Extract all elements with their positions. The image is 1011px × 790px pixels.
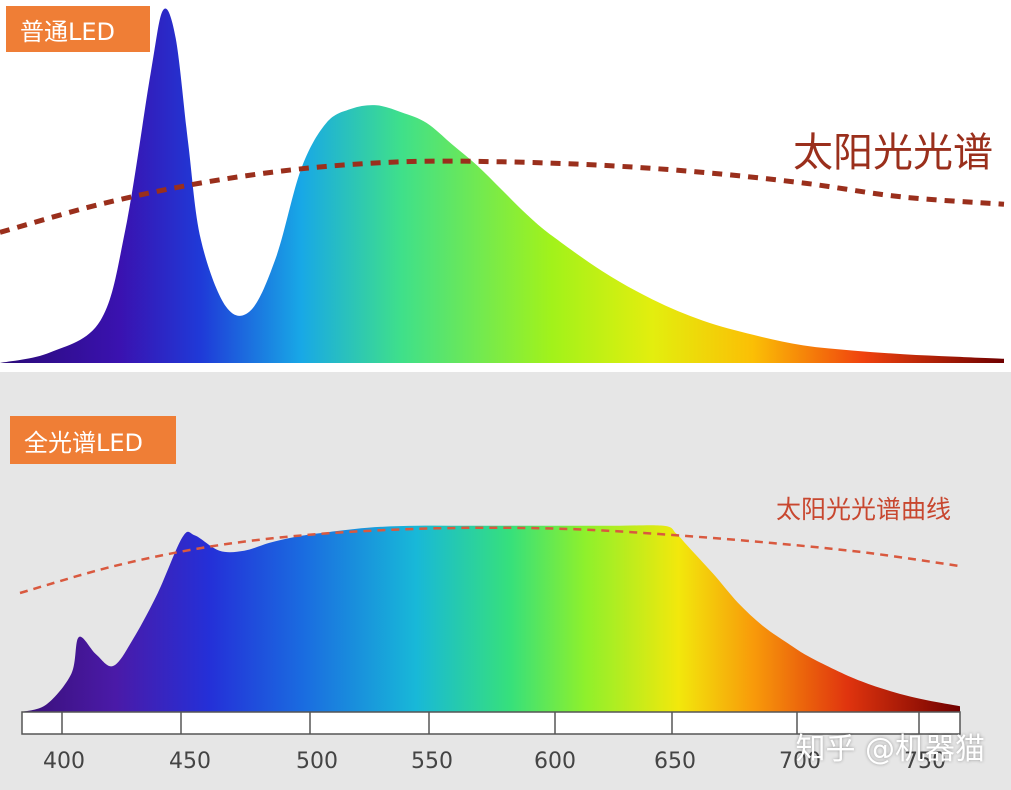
- x-tick-label: 600: [534, 749, 576, 774]
- sunlight-legend-label: 太阳光光谱: [793, 130, 993, 176]
- x-tick-label: 400: [43, 749, 85, 774]
- sunlight-curve: [0, 158, 1005, 235]
- sunlight-curve: [19, 526, 961, 595]
- x-tick-label: 500: [296, 749, 338, 774]
- chart-title-tag: 普通LED: [6, 6, 150, 52]
- bottom-spectrum-chart: 400 450 500 550 600 650 700 750: [19, 525, 961, 774]
- full-spectrum-area: [22, 525, 960, 712]
- top-chart-panel: 普通LED 太阳光光谱: [0, 0, 1011, 372]
- sunlight-legend-label: 太阳光光谱曲线: [775, 495, 951, 524]
- x-tick-label: 450: [169, 749, 211, 774]
- x-axis-bar: [21, 711, 961, 735]
- watermark: 知乎 @机器猫: [795, 732, 985, 767]
- led-spectrum-area: [0, 8, 1004, 364]
- bottom-chart-panel: 400 450 500 550 600 650 700 750 全光谱LED 太阳光光谱曲线 …: [0, 372, 1011, 790]
- chart-title-tag: 全光谱LED: [10, 416, 176, 464]
- x-tick-label: 550: [411, 749, 453, 774]
- top-spectrum-chart: [0, 8, 1005, 364]
- x-tick-label: 750: [904, 749, 946, 774]
- x-tick-label: 650: [654, 749, 696, 774]
- x-axis: 400 450 500 550 600 650 700 750: [21, 711, 961, 774]
- x-tick-label: 700: [779, 749, 821, 774]
